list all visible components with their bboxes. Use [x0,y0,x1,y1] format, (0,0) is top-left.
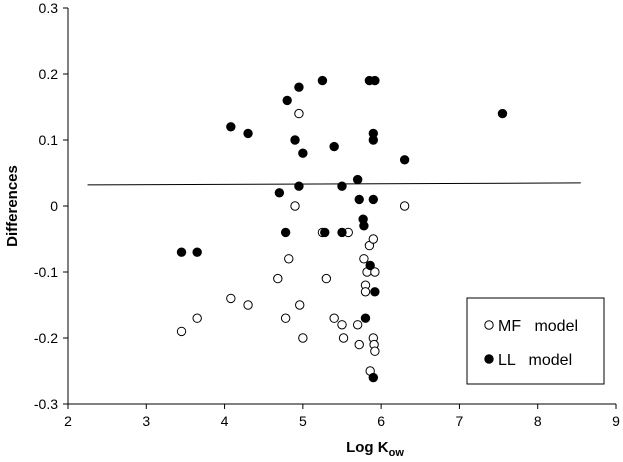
mf-data-point [329,313,339,323]
y-tick-label: 0.3 [39,0,59,16]
x-tick-label: 2 [64,413,72,429]
mf-data-point [298,333,308,343]
axis-ticks [63,7,617,409]
ll-data-point [329,141,339,152]
y-tick-label: 0.2 [39,66,59,82]
legend-label-ll: LL model [498,352,572,369]
mf-data-point [338,333,349,343]
ll-data-point [317,75,328,86]
mf-data-point [280,313,291,323]
ll-data-point [298,148,308,158]
x-tick-label: 7 [456,413,464,429]
ll-data-point [274,188,285,198]
ll-data-point [243,128,253,139]
x-tick-label: 8 [534,413,542,429]
ll-data-point [368,128,379,139]
mf-data-point [354,339,364,350]
ll-data-point [368,372,379,383]
ll-data-point [176,247,187,257]
ll-data-point [399,155,410,165]
ll-data-point [337,227,347,238]
ll-data-point [290,135,300,145]
x-axis-title: Log Kow [346,439,404,459]
y-tick-label: -0.1 [34,264,58,280]
x-axis-title-subscript: ow [389,447,405,459]
mf-data-point [290,201,300,211]
ll-data-point [280,227,291,238]
ll-data-point [360,313,371,323]
ll-data-point [294,181,304,191]
x-tick-label: 5 [299,413,307,429]
mf-data-point [352,320,363,330]
y-tick-labels: 0.3 0.2 0.1 0 -0.1 -0.2 -0.3 [34,0,58,412]
ll-data-point [359,221,369,231]
ll-data-point [320,227,330,238]
mf-data-point [370,267,380,277]
ll-data-point [352,174,363,185]
x-tick-label: 3 [142,413,150,429]
mf-data-point [284,254,294,264]
mf-data-point [273,273,283,284]
ll-data-point [354,194,364,205]
mf-data-point [368,234,379,244]
ll-data-point [497,108,508,119]
mf-data-point [226,293,236,304]
legend: MF model LL model [466,297,605,385]
mf-data-point [359,254,369,264]
mf-data-point [399,201,410,211]
ll-data-point [294,82,304,92]
ll-data-point [368,194,379,205]
mf-data-point [337,320,347,330]
mf-data-point [295,300,305,310]
legend-marker-mf [484,320,494,330]
y-tick-label: 0 [50,198,58,214]
legend-label-mf: MF model [498,318,578,335]
y-tick-label: 0.1 [39,132,59,148]
y-tick-label: -0.3 [34,396,58,412]
data-points [176,75,508,383]
legend-marker-ll [484,354,494,364]
x-tick-label: 6 [377,413,385,429]
mf-data-point [243,300,253,310]
x-tick-label: 9 [612,413,620,429]
mf-data-point [192,313,202,323]
ll-data-point [282,95,292,106]
ll-data-point [370,75,380,86]
y-axis-title: Differences [4,165,21,247]
x-tick-labels: 2 3 4 5 6 7 8 9 [64,413,620,429]
x-axis-title-main: Log K [346,439,389,456]
ll-data-point [337,181,347,191]
x-tick-label: 4 [221,413,229,429]
mf-data-point [360,287,371,297]
ll-data-point [192,247,202,257]
mf-data-point [370,346,380,356]
ll-data-point [365,260,375,271]
mf-data-point [321,273,332,284]
ll-data-point [226,122,236,132]
mf-data-point [294,108,304,119]
trend-line [87,182,581,186]
mf-data-point [176,326,187,337]
ll-data-point [370,287,380,297]
legend-box [466,297,605,385]
y-tick-label: -0.2 [34,330,58,346]
